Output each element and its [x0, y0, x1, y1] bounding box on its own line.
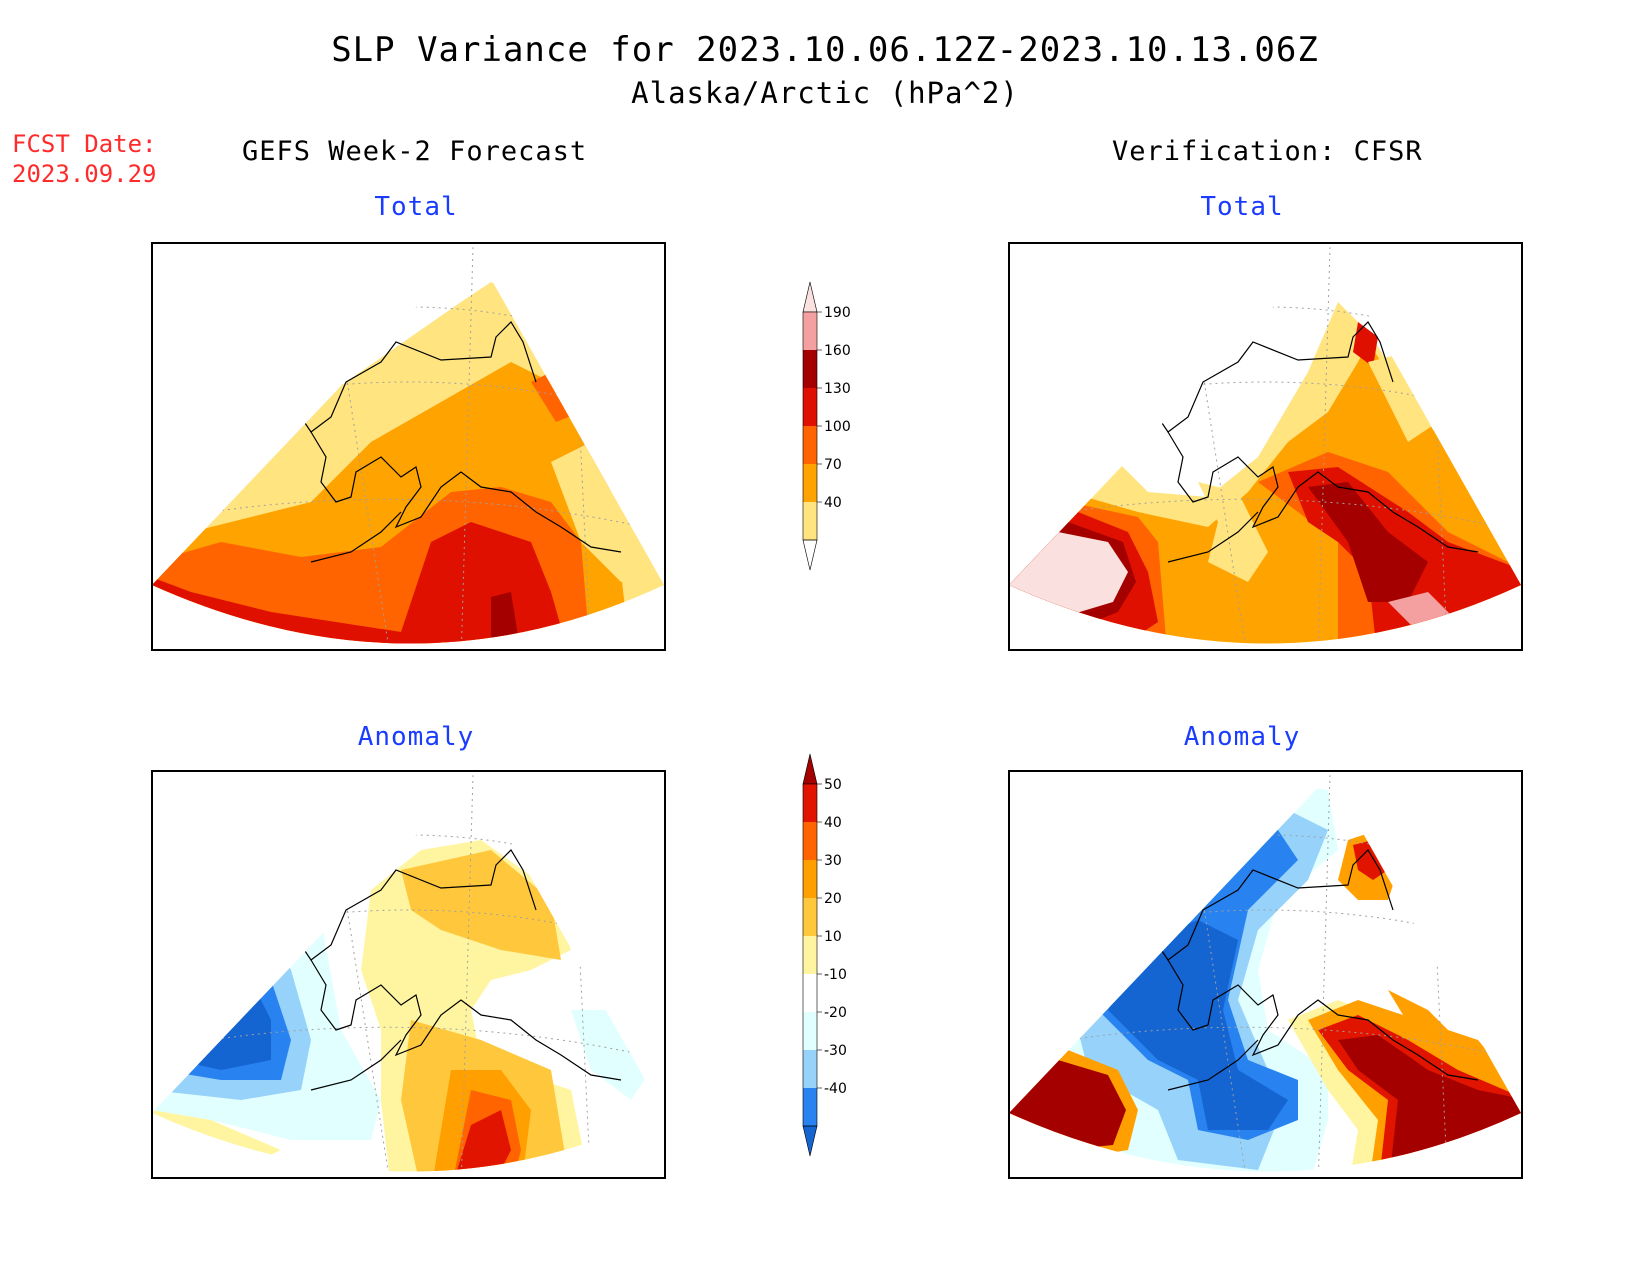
colorbar-swatch	[803, 1012, 817, 1050]
colorbar-tick-label: 130	[824, 381, 851, 397]
colorbar-swatch	[803, 898, 817, 936]
colorbar-swatch	[803, 502, 817, 540]
colorbar-tick-label: 190	[824, 305, 851, 321]
colorbar-tick-label: 100	[824, 419, 851, 435]
colorbar-end-top	[802, 753, 818, 785]
verification-total-map	[1008, 242, 1523, 651]
colorbar-swatch	[803, 784, 817, 822]
colorbar-swatch	[803, 350, 817, 388]
colorbar-tick-label: -10	[824, 967, 847, 983]
forecast-total-map	[151, 242, 666, 651]
fcst-date-label: FCST Date:	[12, 130, 157, 158]
colorbar-swatch	[803, 974, 817, 1012]
colorbar-tick-label: -20	[824, 1005, 847, 1021]
fcst-date-value: 2023.09.29	[12, 160, 157, 188]
colorbar-end-bottom	[802, 1125, 818, 1157]
total-colorbar: 40 70 100 130 160 190 220	[795, 267, 865, 624]
colorbar-tick-label: 70	[824, 457, 842, 473]
figure-title: SLP Variance for 2023.10.06.12Z-2023.10.…	[331, 30, 1319, 70]
colorbar-tick-label: 40	[824, 815, 842, 831]
verification-total-title: Total	[1200, 192, 1284, 222]
colorbar-tick-label: 30	[824, 853, 842, 869]
colorbar-tick-label: 50	[824, 777, 842, 793]
colorbar-swatch	[803, 1088, 817, 1126]
colorbar-swatch	[803, 860, 817, 898]
colorbar-swatch	[803, 1050, 817, 1088]
colorbar-tick-label: 10	[824, 929, 842, 945]
colorbar-swatch	[803, 936, 817, 974]
verification-anomaly-map	[1008, 770, 1523, 1179]
forecast-column-title: GEFS Week-2 Forecast	[242, 136, 588, 167]
anomaly-colorbar: -40 -30 -20 -10 10 20 30 40 50 60	[795, 739, 865, 1206]
colorbar-end-bottom	[802, 539, 818, 571]
verification-column-title: Verification: CFSR	[1112, 136, 1423, 167]
anomaly-colorbar-svg: -40 -30 -20 -10 10 20 30 40 50 60	[802, 739, 847, 1157]
colorbar-tick-label: 160	[824, 343, 851, 359]
colorbar-swatch	[803, 464, 817, 502]
forecast-anomaly-title: Anomaly	[357, 722, 475, 752]
colorbar-tick-label: -30	[824, 1043, 847, 1059]
forecast-anomaly-map	[151, 770, 666, 1179]
colorbar-tick-label: 40	[824, 495, 842, 511]
colorbar-tick-label: 220	[824, 280, 851, 283]
colorbar-swatch	[803, 822, 817, 860]
colorbar-tick-label: 60	[824, 752, 842, 755]
forecast-total-title: Total	[374, 192, 458, 222]
colorbar-tick-label: -40	[824, 1081, 847, 1097]
figure-subtitle: Alaska/Arctic (hPa^2)	[631, 76, 1019, 110]
colorbar-swatch	[803, 388, 817, 426]
total-colorbar-svg: 40 70 100 130 160 190 220	[802, 267, 851, 571]
colorbar-swatch	[803, 312, 817, 350]
colorbar-swatch	[803, 426, 817, 464]
verification-anomaly-title: Anomaly	[1183, 722, 1301, 752]
colorbar-end-top	[802, 281, 818, 313]
colorbar-tick-label: 20	[824, 891, 842, 907]
